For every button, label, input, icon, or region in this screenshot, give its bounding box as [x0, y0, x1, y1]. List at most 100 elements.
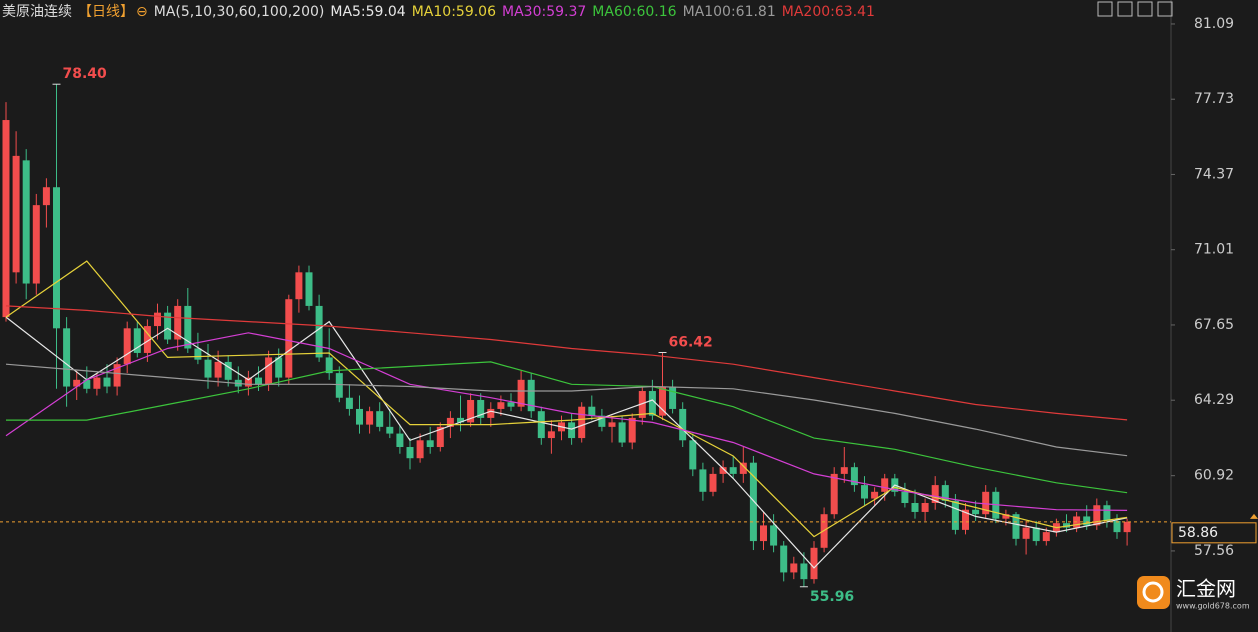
candle-body	[689, 440, 697, 470]
candle-body	[63, 328, 71, 387]
annotation-label: 55.96	[810, 589, 854, 605]
candle-body	[143, 326, 151, 353]
candle-body	[1103, 505, 1111, 521]
candle-body	[265, 357, 273, 385]
candle-body	[416, 440, 424, 459]
last-price-box	[1171, 522, 1257, 544]
y-tick-label: 71.01	[1194, 242, 1234, 258]
collapse-icon[interactable]: ⊖	[136, 4, 148, 20]
candle-body	[770, 525, 778, 546]
symbol: 美原油连续	[2, 4, 72, 20]
last-price-label: 58.86	[1178, 525, 1218, 541]
candle-body	[113, 364, 121, 387]
candle-body	[154, 312, 161, 327]
candle-body	[972, 509, 980, 515]
legend-entry: MA10:59.06	[411, 4, 496, 20]
y-tick-label: 57.56	[1194, 543, 1234, 559]
candle-body	[800, 563, 808, 580]
ma-line	[5, 363, 1128, 457]
candle-body	[962, 509, 969, 530]
candle-body	[931, 485, 939, 504]
candle-body	[406, 447, 414, 459]
candle-body	[285, 299, 293, 378]
candle-body	[951, 500, 959, 530]
tool-icon[interactable]	[1137, 1, 1153, 17]
candle-body	[608, 422, 616, 427]
candle-body	[345, 397, 353, 409]
candle-body	[366, 411, 374, 425]
candle-body	[507, 402, 515, 407]
candle-body	[244, 377, 252, 387]
candle-body	[881, 478, 889, 492]
candle-body	[335, 373, 343, 398]
y-tick-label: 64.29	[1194, 392, 1234, 408]
candle-body	[861, 485, 868, 499]
legend-entry: MA30:59.37	[502, 4, 587, 20]
ma-title[interactable]: MA(5,10,30,60,100,200)	[153, 4, 325, 20]
candle-body	[2, 120, 10, 318]
candle-body	[194, 348, 202, 360]
candle-body	[982, 491, 990, 515]
ma-line	[5, 332, 1128, 511]
annotation-label: 78.40	[63, 66, 108, 82]
logo-icon	[1137, 576, 1170, 609]
candle-body	[568, 422, 576, 439]
candle-body	[911, 503, 919, 512]
candle-body	[669, 386, 677, 409]
candle-body	[537, 411, 545, 439]
candle-body	[739, 462, 747, 474]
ma-line	[5, 260, 1128, 538]
logo-name: 汇金网	[1176, 577, 1236, 601]
tool-icon[interactable]	[1157, 1, 1173, 17]
header: 美原油连续 【日线】 ⊖ MA(5,10,30,60,100,200) MA5:59.0…	[2, 1, 887, 21]
candle-body	[487, 408, 495, 418]
toolbar[interactable]	[1097, 1, 1173, 17]
candle-body	[356, 408, 363, 425]
candle-body	[133, 328, 141, 353]
candle-body	[275, 357, 283, 378]
candle-body	[325, 357, 333, 374]
y-tick-label: 77.73	[1194, 91, 1234, 107]
candle-body	[679, 408, 687, 441]
candle-body	[73, 379, 81, 387]
candle-body	[749, 462, 757, 542]
candle-body	[719, 467, 727, 474]
candle-body	[12, 155, 20, 273]
candle-body	[396, 433, 404, 448]
ma-line	[5, 305, 1128, 421]
y-tick-label: 60.92	[1194, 468, 1234, 484]
candle-body	[83, 379, 91, 389]
legend-entry: MA5:59.04	[330, 4, 406, 20]
candle-body	[527, 379, 535, 412]
candle-body	[436, 426, 444, 448]
candle-body	[1093, 505, 1101, 526]
candle-body	[830, 473, 838, 515]
candle-body	[1063, 523, 1070, 528]
candle-body	[32, 205, 40, 284]
candle-body	[760, 525, 767, 542]
candle-body	[547, 431, 555, 439]
candle-body	[578, 406, 586, 439]
logo-url: www.gold678.com	[1176, 602, 1250, 611]
candle-body	[941, 485, 949, 501]
candle-body	[224, 361, 232, 380]
y-tick-label: 67.65	[1194, 317, 1234, 333]
candle-body	[699, 469, 707, 492]
candle-body	[780, 545, 788, 573]
period[interactable]: 【日线】	[78, 4, 134, 20]
candle-body	[1022, 527, 1030, 539]
candle-body	[204, 359, 212, 378]
candle-body	[467, 399, 475, 423]
candle-body	[315, 305, 323, 358]
candle-body	[618, 422, 626, 443]
candle-body	[790, 563, 798, 573]
tool-icon[interactable]	[1117, 1, 1133, 17]
tool-icon[interactable]	[1097, 1, 1113, 17]
candle-body	[921, 503, 929, 512]
candle-body	[386, 426, 394, 434]
candle-body	[638, 391, 646, 418]
candle-body	[709, 473, 717, 492]
candle-body	[648, 391, 656, 416]
candle-body	[42, 187, 50, 206]
